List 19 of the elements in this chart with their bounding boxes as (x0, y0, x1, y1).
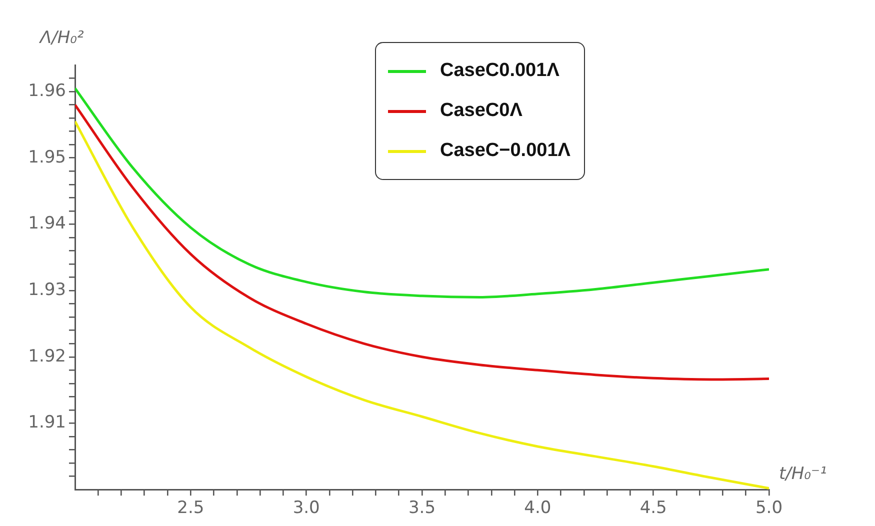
x-tick-label: 3.5 (408, 498, 436, 518)
y-tick-label: 1.95 (28, 147, 66, 168)
x-tick-label: 4.0 (524, 498, 552, 518)
y-tick-label: 1.93 (28, 280, 66, 300)
legend-label: CaseC0.001Λ (440, 60, 560, 82)
legend-label: CaseC0Λ (440, 100, 522, 122)
y-axis-title: Λ/H₀² (40, 28, 84, 48)
y-tick-label: 1.96 (28, 80, 66, 101)
line-series (75, 86, 769, 298)
y-tick-label: 1.94 (28, 214, 66, 234)
x-tick-label: 5.0 (755, 498, 783, 518)
line-series (75, 104, 769, 381)
x-axis-title: t/H₀⁻¹ (779, 464, 827, 484)
x-tick-label: 2.5 (177, 498, 204, 518)
x-tick-label: 4.5 (640, 498, 667, 518)
legend-label: CaseC−0.001Λ (440, 140, 570, 162)
y-tick-label: 1.92 (28, 346, 66, 366)
y-tick-label: 1.91 (28, 412, 66, 433)
x-tick-label: 3.0 (292, 498, 320, 518)
